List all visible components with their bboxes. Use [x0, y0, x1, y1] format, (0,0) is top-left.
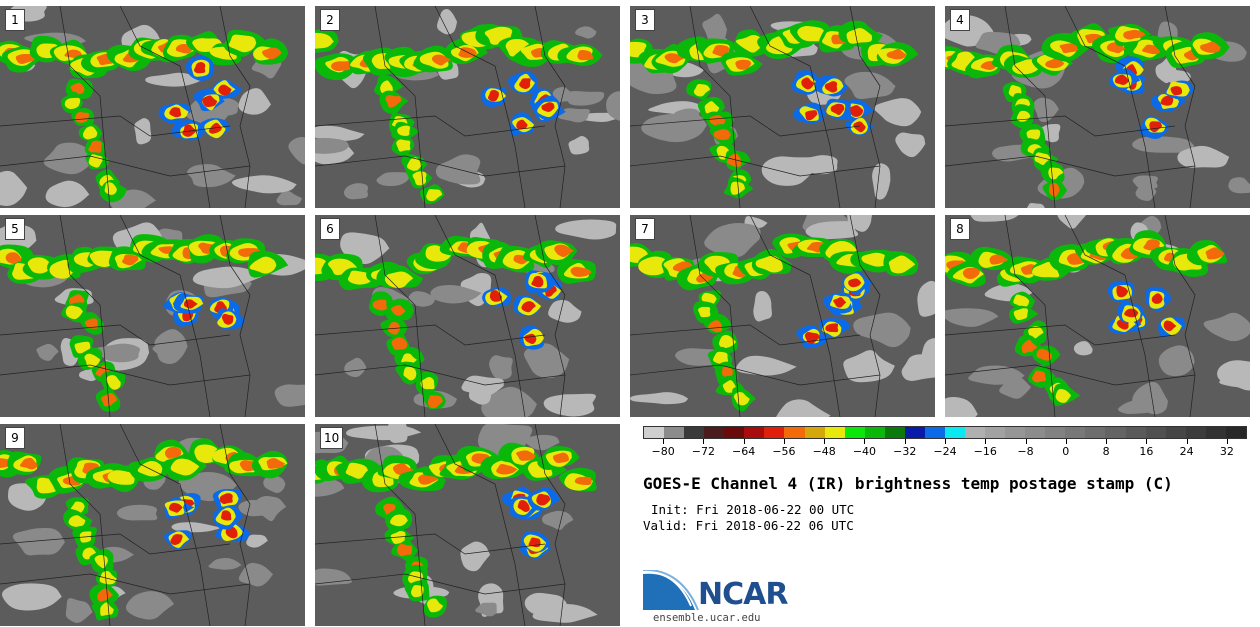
panel-number: 10 — [320, 427, 344, 449]
panel-number: 2 — [320, 9, 340, 31]
colorbar-tick — [945, 439, 946, 444]
init-time: Init: Fri 2018-06-22 00 UTC — [651, 502, 855, 517]
colorbar-segment — [924, 427, 945, 438]
colorbar-segment — [1005, 427, 1026, 438]
map-panel-10: 10 — [315, 424, 620, 626]
colorbar-segment — [844, 427, 865, 438]
colorbar-ticks: −80 −72 −64 −56 −48 −40 −32 −24 −16 −8 0 8 16 24 32 — [643, 439, 1247, 459]
plot-title: GOES-E Channel 4 (IR) brightness temp po… — [643, 474, 1173, 493]
colorbar-tick-label: 8 — [1102, 445, 1110, 458]
colorbar-tick-label: −64 — [732, 445, 756, 458]
colorbar-tick-label: −80 — [651, 445, 675, 458]
map-panel-4: 4 — [945, 6, 1250, 208]
satellite-image — [945, 215, 1250, 417]
colorbar-segment — [965, 427, 986, 438]
colorbar-segment — [1165, 427, 1186, 438]
colorbar-segment — [1125, 427, 1146, 438]
colorbar-segment — [644, 427, 665, 438]
colorbar-segment — [764, 427, 785, 438]
satellite-image — [0, 6, 305, 208]
map-panel-5: 5 — [0, 215, 305, 417]
colorbar-segment — [864, 427, 885, 438]
map-panel-6: 6 — [315, 215, 620, 417]
colorbar-segment — [1045, 427, 1066, 438]
colorbar-tick-label: −72 — [691, 445, 715, 458]
satellite-image — [630, 6, 935, 208]
colorbar-tick-label: −32 — [893, 445, 917, 458]
colorbar-segment — [664, 427, 685, 438]
map-panel-7: 7 — [630, 215, 935, 417]
colorbar-segment — [985, 427, 1006, 438]
colorbar-segment — [1065, 427, 1086, 438]
map-panel-2: 2 — [315, 6, 620, 208]
colorbar-tick — [985, 439, 987, 444]
colorbar-segment — [784, 427, 805, 438]
colorbar-tick — [1106, 439, 1108, 444]
colorbar-segment — [1205, 427, 1226, 438]
colorbar-segment — [824, 427, 845, 438]
colorbar-segment — [1085, 427, 1106, 438]
map-panel-9: 9 — [0, 424, 305, 626]
map-panel-8: 8 — [945, 215, 1250, 417]
ncar-logo-text: NCAR — [698, 577, 788, 612]
ncar-logo — [643, 570, 699, 611]
colorbar-tick — [824, 439, 826, 444]
colorbar-segment — [1025, 427, 1046, 438]
colorbar-segment — [704, 427, 725, 438]
colorbar-tick — [1226, 439, 1228, 444]
colorbar — [643, 426, 1247, 439]
colorbar-segment — [904, 427, 925, 438]
colorbar-tick-label: −16 — [973, 445, 997, 458]
colorbar-tick-label: 32 — [1219, 445, 1234, 458]
panel-number: 5 — [5, 218, 25, 240]
colorbar-tick — [703, 439, 705, 444]
colorbar-segment — [884, 427, 905, 438]
colorbar-tick-label: 16 — [1139, 445, 1154, 458]
colorbar-segment — [1225, 427, 1246, 438]
satellite-image — [0, 215, 305, 417]
satellite-image — [630, 215, 935, 417]
colorbar-tick — [1186, 439, 1188, 444]
colorbar-tick-label: −24 — [933, 445, 957, 458]
satellite-image — [0, 424, 305, 626]
colorbar-segment — [724, 427, 745, 438]
panel-number: 4 — [950, 9, 970, 31]
panel-number: 6 — [320, 218, 340, 240]
satellite-image — [945, 6, 1250, 208]
colorbar-tick — [904, 439, 906, 444]
colorbar-tick — [1025, 439, 1027, 444]
colorbar-tick-label: −8 — [1017, 445, 1034, 458]
website-url: ensemble.ucar.edu — [653, 612, 761, 624]
colorbar-segment — [1185, 427, 1206, 438]
colorbar-tick — [1065, 439, 1067, 444]
panel-number: 3 — [635, 9, 655, 31]
colorbar-tick-label: −40 — [852, 445, 877, 458]
colorbar-tick-label: 0 — [1062, 445, 1070, 458]
valid-time: Valid: Fri 2018-06-22 06 UTC — [643, 518, 854, 533]
colorbar-segment — [684, 427, 705, 438]
colorbar-tick-label: −56 — [772, 445, 796, 458]
colorbar-segment — [1105, 427, 1126, 438]
satellite-image — [315, 424, 620, 626]
colorbar-tick — [663, 439, 665, 444]
colorbar-tick — [743, 439, 745, 444]
colorbar-tick-label: 24 — [1179, 445, 1194, 458]
panel-number: 7 — [635, 218, 655, 240]
colorbar-tick — [783, 439, 785, 444]
colorbar-segment — [1145, 427, 1166, 438]
colorbar-segment — [804, 427, 825, 438]
satellite-image — [315, 6, 620, 208]
colorbar-tick-label: −48 — [812, 445, 836, 458]
panel-number: 9 — [5, 427, 25, 449]
map-panel-3: 3 — [630, 6, 935, 208]
colorbar-tick — [864, 439, 866, 444]
map-panel-1: 1 — [0, 6, 305, 208]
colorbar-tick — [1146, 439, 1148, 444]
satellite-image — [315, 215, 620, 417]
panel-number: 1 — [5, 9, 25, 31]
colorbar-segment — [744, 427, 765, 438]
colorbar-segment — [944, 427, 965, 438]
panel-number: 8 — [950, 218, 970, 240]
